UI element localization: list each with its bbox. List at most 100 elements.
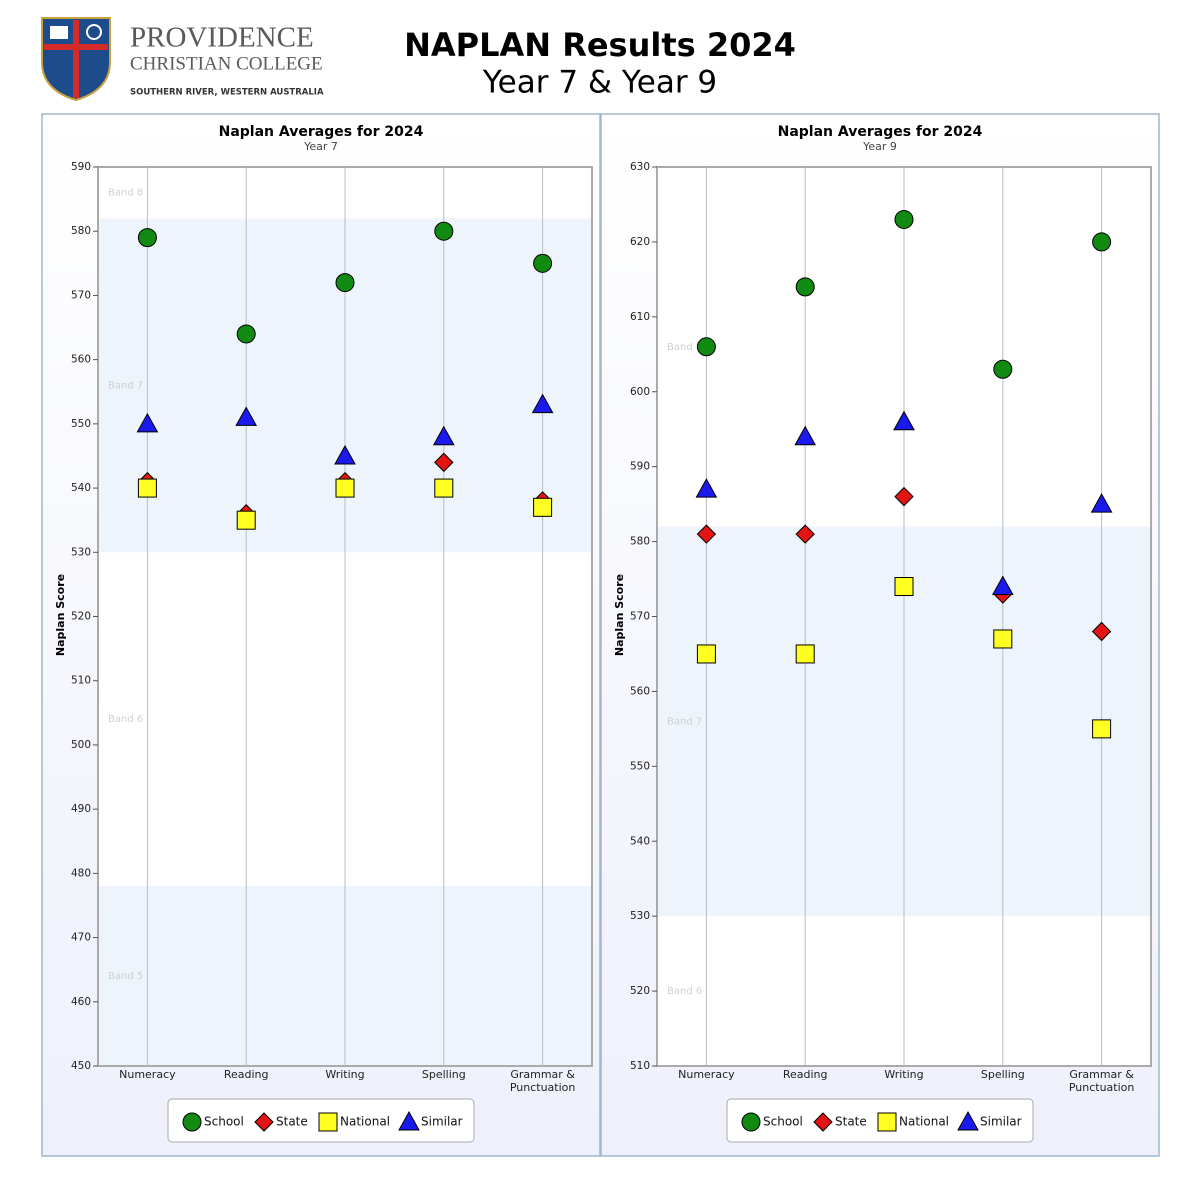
y-tick-label: 590 xyxy=(71,161,91,173)
x-tick-label: Reading xyxy=(223,1068,269,1081)
x-tick-label: Numeracy xyxy=(119,1068,176,1081)
legend-label: State xyxy=(835,1115,867,1129)
x-label-box: Grammar & Punctuation xyxy=(510,1068,576,1094)
band-label: Band 7 xyxy=(667,716,702,727)
y-axis-label: Naplan Score xyxy=(54,574,67,656)
legend-label: State xyxy=(276,1115,308,1129)
y-axis-label: Naplan Score xyxy=(613,574,626,656)
legend-label: National xyxy=(899,1115,949,1129)
data-point xyxy=(893,410,915,431)
logo xyxy=(41,17,111,102)
data-point xyxy=(1091,621,1112,642)
data-point xyxy=(533,497,553,517)
chart-title: Naplan Averages for 2024 xyxy=(778,124,983,140)
data-point xyxy=(696,524,717,544)
data-point xyxy=(1090,493,1113,513)
y-tick-label: 550 xyxy=(630,760,650,772)
x-label-box: Writing xyxy=(884,1068,924,1081)
x-tick-label: Writing xyxy=(884,1068,924,1081)
y-tick-label: 510 xyxy=(630,1060,650,1072)
y-tick-label: 520 xyxy=(630,985,650,997)
college-name: PROVIDENCE xyxy=(130,22,314,54)
legend-marker xyxy=(957,1110,979,1131)
y-tick-label: 580 xyxy=(71,225,91,237)
data-point xyxy=(894,486,914,507)
x-tick-label: Grammar & Punctuation xyxy=(1068,1068,1135,1094)
y-tick-label: 540 xyxy=(71,482,91,494)
x-tick-label: Spelling xyxy=(980,1068,1025,1081)
data-point xyxy=(434,221,454,241)
x-label-box: Writing xyxy=(325,1068,364,1081)
data-point xyxy=(335,478,355,498)
y-tick-label: 490 xyxy=(71,803,91,815)
data-point xyxy=(235,406,258,426)
data-point xyxy=(236,324,256,344)
chart-subtitle: Year 9 xyxy=(862,140,897,153)
data-point xyxy=(991,575,1014,596)
data-point xyxy=(795,644,815,664)
data-point xyxy=(335,273,355,293)
band-label: Band 8 xyxy=(108,188,143,199)
y-tick-label: 600 xyxy=(630,386,650,398)
legend-marker xyxy=(877,1112,897,1132)
y-tick-label: 460 xyxy=(71,996,91,1008)
x-label-box: Numeracy xyxy=(678,1068,735,1081)
x-label-box: Numeracy xyxy=(119,1068,176,1081)
legend-label: National xyxy=(340,1115,390,1129)
y-tick-label: 570 xyxy=(630,611,650,623)
y-tick-label: 470 xyxy=(71,932,91,944)
chart-subtitle: Year 7 xyxy=(303,140,338,153)
page-title: NAPLAN Results 2024 xyxy=(404,26,796,64)
data-point xyxy=(236,510,256,530)
data-point xyxy=(1092,232,1112,252)
y-tick-label: 620 xyxy=(630,236,650,248)
data-point xyxy=(1092,719,1112,739)
data-point xyxy=(696,644,716,664)
x-label-box: Grammar & Punctuation xyxy=(1068,1068,1135,1094)
y-tick-label: 530 xyxy=(630,910,650,922)
data-point xyxy=(795,277,815,297)
data-point xyxy=(993,629,1013,649)
band-label: Band 6 xyxy=(667,986,702,997)
college-location: SOUTHERN RIVER, WESTERN AUSTRALIA xyxy=(130,88,324,98)
y-tick-label: 560 xyxy=(71,354,91,366)
data-point xyxy=(137,478,157,498)
legend-marker xyxy=(182,1112,202,1132)
chart-title: Naplan Averages for 2024 xyxy=(219,124,424,140)
data-point xyxy=(894,209,914,229)
y-tick-label: 580 xyxy=(630,536,650,548)
legend-marker xyxy=(813,1112,833,1132)
y-tick-label: 630 xyxy=(630,161,650,173)
legend-marker xyxy=(741,1112,761,1132)
y-tick-label: 610 xyxy=(630,311,650,323)
x-label-box: Reading xyxy=(223,1068,269,1081)
y-tick-label: 450 xyxy=(71,1060,91,1072)
x-label-box: Spelling xyxy=(980,1068,1025,1081)
x-tick-label: Spelling xyxy=(421,1068,466,1081)
x-label-box: Reading xyxy=(783,1068,828,1081)
y-tick-label: 550 xyxy=(71,418,91,430)
legend-marker xyxy=(254,1112,274,1132)
y-tick-label: 540 xyxy=(630,835,650,847)
legend-label: School xyxy=(204,1115,244,1129)
data-point xyxy=(695,478,718,498)
data-point xyxy=(794,425,817,446)
data-point xyxy=(434,478,454,498)
data-point xyxy=(432,425,455,446)
band-label: Band 7 xyxy=(108,380,143,391)
data-point xyxy=(894,577,914,597)
y-tick-label: 530 xyxy=(71,546,91,558)
data-point xyxy=(795,524,815,544)
band-label: Band 6 xyxy=(108,714,143,725)
y-tick-label: 560 xyxy=(630,685,650,697)
band-label: Band 8 xyxy=(667,342,702,353)
legend-label: School xyxy=(763,1115,803,1129)
data-point xyxy=(533,253,553,273)
legend-marker xyxy=(318,1112,338,1132)
college-name-line2: CHRISTIAN COLLEGE xyxy=(130,53,323,74)
y-tick-label: 500 xyxy=(71,739,91,751)
page-subtitle: Year 7 & Year 9 xyxy=(482,65,717,101)
band-label: Band 5 xyxy=(108,971,143,982)
y-tick-label: 510 xyxy=(71,675,91,687)
